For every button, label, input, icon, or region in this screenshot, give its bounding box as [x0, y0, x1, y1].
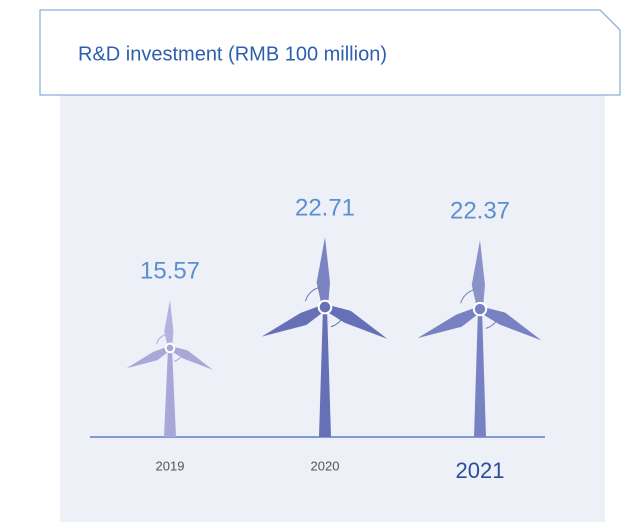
page: {"chart_data": {"type": "bar", "title": … — [0, 0, 635, 527]
hub — [166, 344, 175, 353]
chart-title: R&D investment (RMB 100 million) — [78, 43, 387, 65]
hub — [319, 301, 332, 314]
value-label: 22.37 — [450, 197, 510, 224]
chart: R&D investment (RMB 100 million) 15.57 20… — [0, 0, 635, 527]
value-label: 22.71 — [295, 194, 355, 221]
x-tick-label: 2019 — [156, 458, 185, 473]
value-label: 15.57 — [140, 257, 200, 284]
x-tick-label: 2020 — [311, 458, 340, 473]
x-tick-label: 2021 — [456, 458, 505, 483]
hub — [474, 303, 486, 315]
